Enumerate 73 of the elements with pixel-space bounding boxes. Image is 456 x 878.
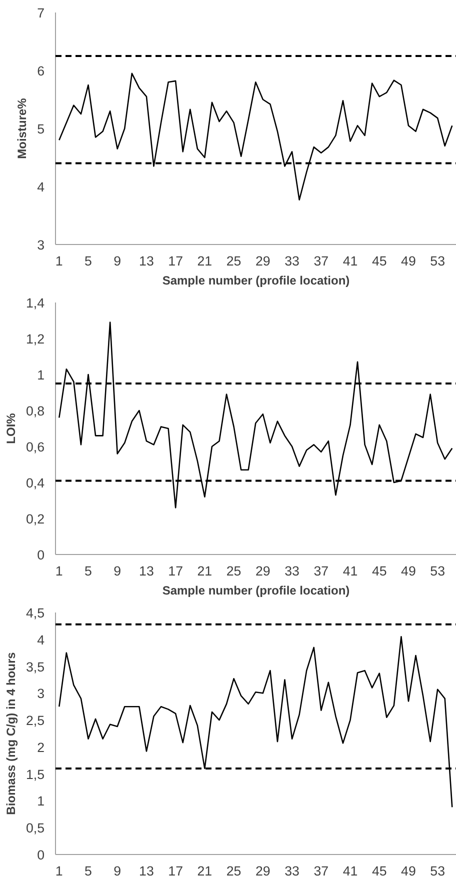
y-tick-label: 0,2 xyxy=(26,512,45,526)
y-tick-label: 0 xyxy=(37,848,45,862)
x-tick-label: 33 xyxy=(284,564,300,578)
y-axis-title: Biomass (mg C/g) in 4 hours xyxy=(4,652,18,815)
y-tick-label: 0,5 xyxy=(26,820,45,836)
x-tick-label: 13 xyxy=(139,864,154,878)
y-tick-label: 0,8 xyxy=(26,404,45,418)
line-series xyxy=(58,72,453,200)
x-tick-label: 41 xyxy=(342,564,358,578)
y-tick-label: 4 xyxy=(37,632,46,648)
line-series xyxy=(58,322,453,508)
x-tick-label: 41 xyxy=(342,254,358,268)
x-tick-label: 33 xyxy=(284,864,300,878)
x-tick-label: 21 xyxy=(197,564,212,578)
y-tick-label: 1,5 xyxy=(26,766,45,782)
y-tick-label: 1 xyxy=(37,368,45,382)
y-tick-label: 2,5 xyxy=(26,713,45,728)
y-tick-label: 0 xyxy=(37,548,45,562)
y-tick-label: 6 xyxy=(37,64,45,78)
x-tick-label: 25 xyxy=(226,864,242,878)
x-tick-label: 21 xyxy=(197,864,212,878)
y-tick-label: 7 xyxy=(37,6,45,20)
x-axis-title: Sample number (profile location) xyxy=(162,274,350,288)
x-tick-label: 49 xyxy=(401,864,416,878)
x-tick-label: 29 xyxy=(256,254,270,268)
x-tick-label: 45 xyxy=(372,564,387,578)
x-tick-label: 37 xyxy=(314,564,329,578)
x-tick-label: 13 xyxy=(139,564,154,578)
x-tick-label: 21 xyxy=(197,254,212,268)
x-tick-label: 49 xyxy=(401,564,416,578)
x-tick-label: 49 xyxy=(401,254,416,268)
x-tick-label: 9 xyxy=(114,564,122,578)
x-tick-label: 17 xyxy=(168,254,183,268)
x-tick-label: 5 xyxy=(84,254,92,268)
x-tick-label: 37 xyxy=(314,864,329,878)
y-tick-label: 3,5 xyxy=(26,659,45,674)
x-tick-label: 13 xyxy=(139,254,154,268)
x-tick-label: 53 xyxy=(430,864,445,878)
y-tick-label: 5 xyxy=(37,122,45,136)
y-tick-label: 3 xyxy=(37,686,45,702)
x-tick-label: 29 xyxy=(256,864,270,878)
x-tick-label: 1 xyxy=(55,254,63,268)
x-tick-label: 45 xyxy=(372,254,387,268)
y-tick-label: 0,6 xyxy=(26,440,45,454)
y-tick-label: 1 xyxy=(37,794,45,809)
x-tick-label: 5 xyxy=(84,564,92,578)
y-tick-label: 3 xyxy=(37,238,45,252)
y-tick-label: 4 xyxy=(37,180,46,194)
x-axis-title: Sample number (profile location) xyxy=(162,584,350,598)
y-axis-title: Moisture% xyxy=(15,98,30,159)
y-tick-label: 0,4 xyxy=(26,476,46,490)
x-tick-label: 53 xyxy=(430,254,445,268)
x-tick-label: 25 xyxy=(226,564,242,578)
line-series xyxy=(58,636,453,808)
x-tick-label: 17 xyxy=(168,564,183,578)
x-tick-label: 33 xyxy=(284,254,300,268)
x-tick-label: 25 xyxy=(226,254,242,268)
y-tick-label: 1,2 xyxy=(26,332,45,346)
x-tick-label: 9 xyxy=(114,864,122,878)
y-tick-label: 1,4 xyxy=(26,296,46,310)
x-tick-label: 5 xyxy=(84,864,92,878)
y-tick-label: 4,5 xyxy=(26,606,45,620)
x-tick-label: 17 xyxy=(168,864,183,878)
x-tick-label: 41 xyxy=(342,864,358,878)
x-tick-label: 45 xyxy=(372,864,387,878)
x-tick-label: 53 xyxy=(430,564,445,578)
x-tick-label: 29 xyxy=(256,564,270,578)
x-tick-label: 9 xyxy=(114,254,122,268)
x-tick-label: 1 xyxy=(55,864,63,878)
x-tick-label: 1 xyxy=(55,564,63,578)
y-tick-label: 2 xyxy=(37,740,45,755)
x-tick-label: 37 xyxy=(314,254,329,268)
y-axis-title: LOI% xyxy=(4,412,18,444)
